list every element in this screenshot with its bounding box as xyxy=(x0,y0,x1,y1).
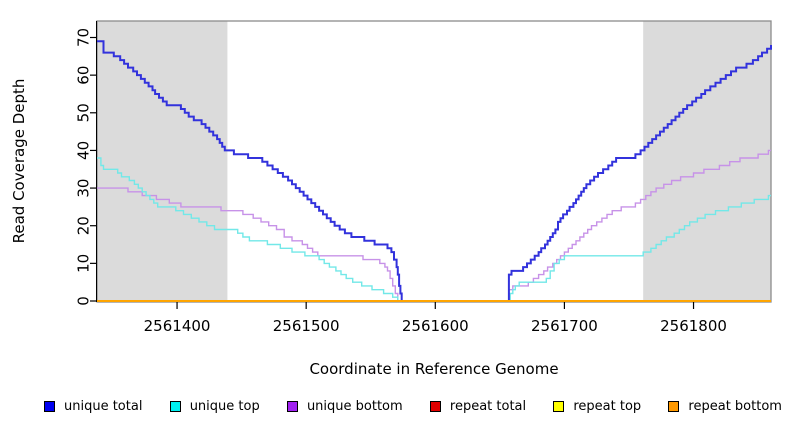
y-axis-title: Read Coverage Depth xyxy=(10,78,28,244)
x-axis-title: Coordinate in Reference Genome xyxy=(309,360,559,378)
legend-swatch-unique-bottom xyxy=(286,400,298,412)
y-tick-label: 0 xyxy=(75,296,93,306)
legend-swatch-repeat-top xyxy=(553,400,565,412)
y-tick-label: 50 xyxy=(75,103,93,122)
legend-label: unique total xyxy=(64,398,143,414)
shaded-region-0 xyxy=(97,21,228,302)
legend-label: repeat bottom xyxy=(688,398,782,414)
legend-item-unique-top: unique top xyxy=(169,398,260,414)
x-tick-label: 2561500 xyxy=(273,317,340,335)
legend: unique total unique top unique bottom repea… xyxy=(44,396,782,416)
legend-item-unique-total: unique total xyxy=(44,399,142,414)
legend-label: unique top xyxy=(189,398,260,414)
legend-item-repeat-bottom: repeat bottom xyxy=(668,399,782,414)
y-tick-label: 20 xyxy=(75,216,93,235)
y-tick-label: 40 xyxy=(75,141,93,160)
x-tick-label: 2561700 xyxy=(531,317,598,335)
legend-swatch-unique-total xyxy=(44,400,55,412)
y-tick-label: 70 xyxy=(75,28,93,47)
series-unique-top-line xyxy=(97,157,771,302)
legend-label: repeat top xyxy=(573,398,642,414)
legend-item-unique-bottom: unique bottom xyxy=(286,398,403,414)
legend-label: unique bottom xyxy=(306,398,403,414)
y-tick-label: 60 xyxy=(75,66,93,85)
legend-swatch-unique-top xyxy=(169,400,181,412)
series-unique-bottom-line xyxy=(97,149,771,302)
legend-swatch-repeat-bottom xyxy=(668,400,680,412)
shaded-region-1 xyxy=(643,21,771,302)
x-tick-label: 2561400 xyxy=(144,317,211,335)
legend-item-repeat-total: repeat total xyxy=(429,398,527,414)
y-tick-label: 30 xyxy=(75,179,93,198)
x-tick-label: 2561800 xyxy=(660,317,727,335)
legend-label: repeat total xyxy=(449,398,527,414)
legend-swatch-repeat-total xyxy=(429,400,441,412)
y-tick-label: 10 xyxy=(75,254,93,273)
legend-item-repeat-top: repeat top xyxy=(553,399,641,414)
x-tick-label: 2561600 xyxy=(402,317,469,335)
